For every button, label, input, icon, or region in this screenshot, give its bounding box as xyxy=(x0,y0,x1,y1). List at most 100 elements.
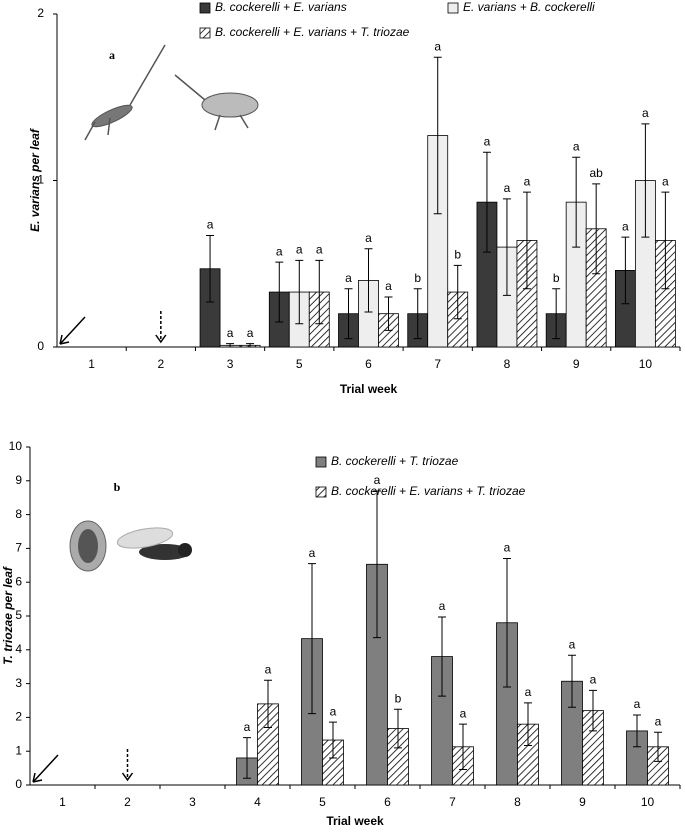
x-tick-label: 6 xyxy=(384,795,391,809)
legend-swatch xyxy=(447,2,459,14)
error-bar xyxy=(453,264,462,320)
error-bar xyxy=(503,558,511,688)
arrow-head xyxy=(155,334,167,344)
significance-label: a xyxy=(345,271,352,285)
error-bar xyxy=(295,259,304,325)
error-bar xyxy=(589,689,597,732)
error-bar xyxy=(661,191,670,290)
y-tick-label: 6 xyxy=(15,574,22,588)
y-tick-label: 3 xyxy=(15,676,22,690)
error-bar xyxy=(206,234,215,303)
error-bar xyxy=(552,288,561,340)
legend-label: B. cockerelli + E. varians + T. triozae xyxy=(331,484,526,498)
y-tick-label: 1 xyxy=(15,743,22,757)
significance-label: a xyxy=(365,231,372,245)
significance-label: a xyxy=(330,704,337,718)
y-axis-title: T. triozae per leaf xyxy=(1,566,15,665)
significance-label: b xyxy=(553,271,560,285)
significance-label: a xyxy=(573,139,580,153)
significance-label: a xyxy=(374,473,381,487)
significance-label: a xyxy=(434,39,441,53)
significance-label: a xyxy=(385,279,392,293)
arrow xyxy=(33,754,59,782)
legend-swatch xyxy=(315,456,327,468)
x-tick-label: 2 xyxy=(124,795,131,809)
y-tick-label: 10 xyxy=(9,439,23,453)
significance-label: a xyxy=(590,673,597,687)
significance-label: a xyxy=(634,697,641,711)
error-bar xyxy=(384,296,393,331)
error-bar xyxy=(226,343,235,348)
significance-label: a xyxy=(276,244,283,258)
x-axis-title: Trial week xyxy=(340,382,398,396)
legend-swatch xyxy=(199,2,211,14)
y-tick-label: 5 xyxy=(15,608,22,622)
error-bar xyxy=(502,198,511,296)
x-tick-label: 10 xyxy=(641,795,655,809)
significance-label: a xyxy=(504,541,511,555)
error-bar xyxy=(524,702,532,746)
significance-label: a xyxy=(655,714,662,728)
x-tick-label: 10 xyxy=(639,357,653,371)
y-tick-label: 7 xyxy=(15,541,22,555)
y-tick-label: 2 xyxy=(37,6,44,20)
insect-illustration xyxy=(84,44,259,141)
y-tick-label: 2 xyxy=(15,710,22,724)
error-bar xyxy=(633,714,641,748)
legend-label: B. cockerelli + T. triozae xyxy=(331,454,459,468)
x-tick-label: 2 xyxy=(157,357,164,371)
error-bar xyxy=(373,490,381,639)
significance-label: a xyxy=(662,174,669,188)
significance-label: a xyxy=(484,134,491,148)
error-bar xyxy=(522,191,531,290)
x-tick-label: 1 xyxy=(59,795,66,809)
error-bar xyxy=(364,248,373,313)
significance-label: a xyxy=(569,637,576,651)
significance-label: b xyxy=(395,691,402,705)
error-bar xyxy=(482,151,491,253)
significance-label: a xyxy=(525,685,532,699)
x-tick-label: 9 xyxy=(573,357,580,371)
legend-swatch xyxy=(199,27,211,39)
y-tick-label: 9 xyxy=(15,473,22,487)
x-tick-label: 4 xyxy=(254,795,261,809)
error-bar xyxy=(621,236,630,305)
error-bar xyxy=(344,288,353,340)
error-bar xyxy=(246,343,255,348)
x-tick-label: 7 xyxy=(434,357,441,371)
y-axis-title: E. varians per leaf xyxy=(28,128,42,232)
significance-label: a xyxy=(642,106,649,120)
significance-label: a xyxy=(504,181,511,195)
y-tick-label: 8 xyxy=(15,507,22,521)
x-axis-title: Trial week xyxy=(326,814,384,828)
error-bar xyxy=(568,654,576,708)
legend-label: B. cockerelli + E. varians xyxy=(215,0,347,14)
significance-label: a xyxy=(227,326,234,340)
legend-label: E. varians + B. cockerelli xyxy=(463,0,595,14)
insect-illustration xyxy=(69,520,192,572)
panel-label: b xyxy=(114,480,121,494)
significance-label: a xyxy=(622,219,629,233)
significance-label: a xyxy=(309,546,316,560)
significance-label: a xyxy=(296,243,303,257)
significance-label: a xyxy=(207,218,214,232)
significance-label: a xyxy=(524,174,531,188)
y-tick-label: 0 xyxy=(15,777,22,791)
y-tick-label: 4 xyxy=(15,642,22,656)
x-tick-label: 5 xyxy=(319,795,326,809)
x-tick-label: 7 xyxy=(449,795,456,809)
error-bar xyxy=(308,563,316,715)
error-bar xyxy=(394,708,402,749)
x-tick-label: 6 xyxy=(365,357,372,371)
x-tick-label: 3 xyxy=(189,795,196,809)
legend-swatch xyxy=(315,486,327,498)
error-bar xyxy=(243,737,251,779)
significance-label: a xyxy=(247,326,254,340)
significance-label: b xyxy=(454,248,461,262)
arrow-head xyxy=(59,334,70,345)
x-tick-label: 8 xyxy=(514,795,521,809)
error-bar xyxy=(641,123,650,238)
x-tick-label: 3 xyxy=(227,357,234,371)
error-bar xyxy=(459,723,467,770)
